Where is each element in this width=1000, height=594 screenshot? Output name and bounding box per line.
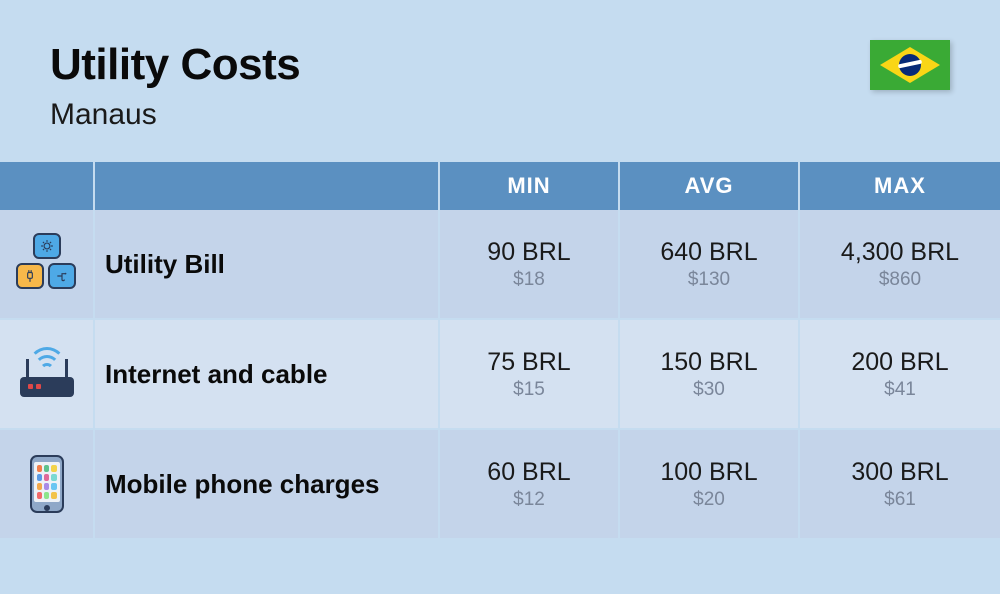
value-primary: 150 BRL (660, 348, 757, 377)
value-primary: 4,300 BRL (841, 238, 959, 267)
cell-max: 200 BRL $41 (800, 320, 1000, 430)
value-primary: 60 BRL (487, 458, 570, 487)
cost-table: MIN AVG MAX Utility Bill 90 BRL $18 640 … (0, 162, 1000, 540)
table-header-blank-label (95, 162, 440, 210)
cell-min: 75 BRL $15 (440, 320, 620, 430)
value-primary: 90 BRL (487, 238, 570, 267)
value-secondary: $41 (884, 379, 916, 401)
table-row: Mobile phone charges 60 BRL $12 100 BRL … (0, 430, 1000, 540)
value-primary: 75 BRL (487, 348, 570, 377)
cell-max: 4,300 BRL $860 (800, 210, 1000, 320)
value-secondary: $61 (884, 489, 916, 511)
title-block: Utility Costs Manaus (50, 40, 300, 132)
value-secondary: $15 (513, 379, 545, 401)
cell-max: 300 BRL $61 (800, 430, 1000, 540)
cell-avg: 640 BRL $130 (620, 210, 800, 320)
row-icon-cell (0, 210, 95, 320)
table-row: Internet and cable 75 BRL $15 150 BRL $3… (0, 320, 1000, 430)
value-secondary: $20 (693, 489, 725, 511)
mobile-phone-icon (16, 453, 78, 515)
value-primary: 100 BRL (660, 458, 757, 487)
row-icon-cell (0, 430, 95, 540)
cell-min: 60 BRL $12 (440, 430, 620, 540)
table-header-row: MIN AVG MAX (0, 162, 1000, 210)
brazil-flag-icon (870, 40, 950, 90)
row-label-cell: Mobile phone charges (95, 430, 440, 540)
table-header-max: MAX (800, 162, 1000, 210)
row-label-cell: Utility Bill (95, 210, 440, 320)
row-label: Internet and cable (105, 359, 328, 390)
cell-avg: 100 BRL $20 (620, 430, 800, 540)
row-label: Mobile phone charges (105, 469, 380, 500)
phone-screen (34, 462, 60, 502)
header: Utility Costs Manaus (0, 0, 1000, 162)
table-row: Utility Bill 90 BRL $18 640 BRL $130 4,3… (0, 210, 1000, 320)
value-primary: 200 BRL (851, 348, 948, 377)
value-secondary: $860 (879, 269, 921, 291)
value-secondary: $12 (513, 489, 545, 511)
table-header-avg: AVG (620, 162, 800, 210)
page-title: Utility Costs (50, 40, 300, 90)
cell-min: 90 BRL $18 (440, 210, 620, 320)
utility-cluster-icon (16, 233, 78, 295)
router-icon (16, 343, 78, 405)
page-subtitle: Manaus (50, 98, 300, 132)
value-secondary: $18 (513, 269, 545, 291)
row-label: Utility Bill (105, 249, 225, 280)
row-label-cell: Internet and cable (95, 320, 440, 430)
value-secondary: $130 (688, 269, 730, 291)
table-header-min: MIN (440, 162, 620, 210)
row-icon-cell (0, 320, 95, 430)
value-secondary: $30 (693, 379, 725, 401)
value-primary: 640 BRL (660, 238, 757, 267)
cell-avg: 150 BRL $30 (620, 320, 800, 430)
value-primary: 300 BRL (851, 458, 948, 487)
table-header-blank-icon (0, 162, 95, 210)
